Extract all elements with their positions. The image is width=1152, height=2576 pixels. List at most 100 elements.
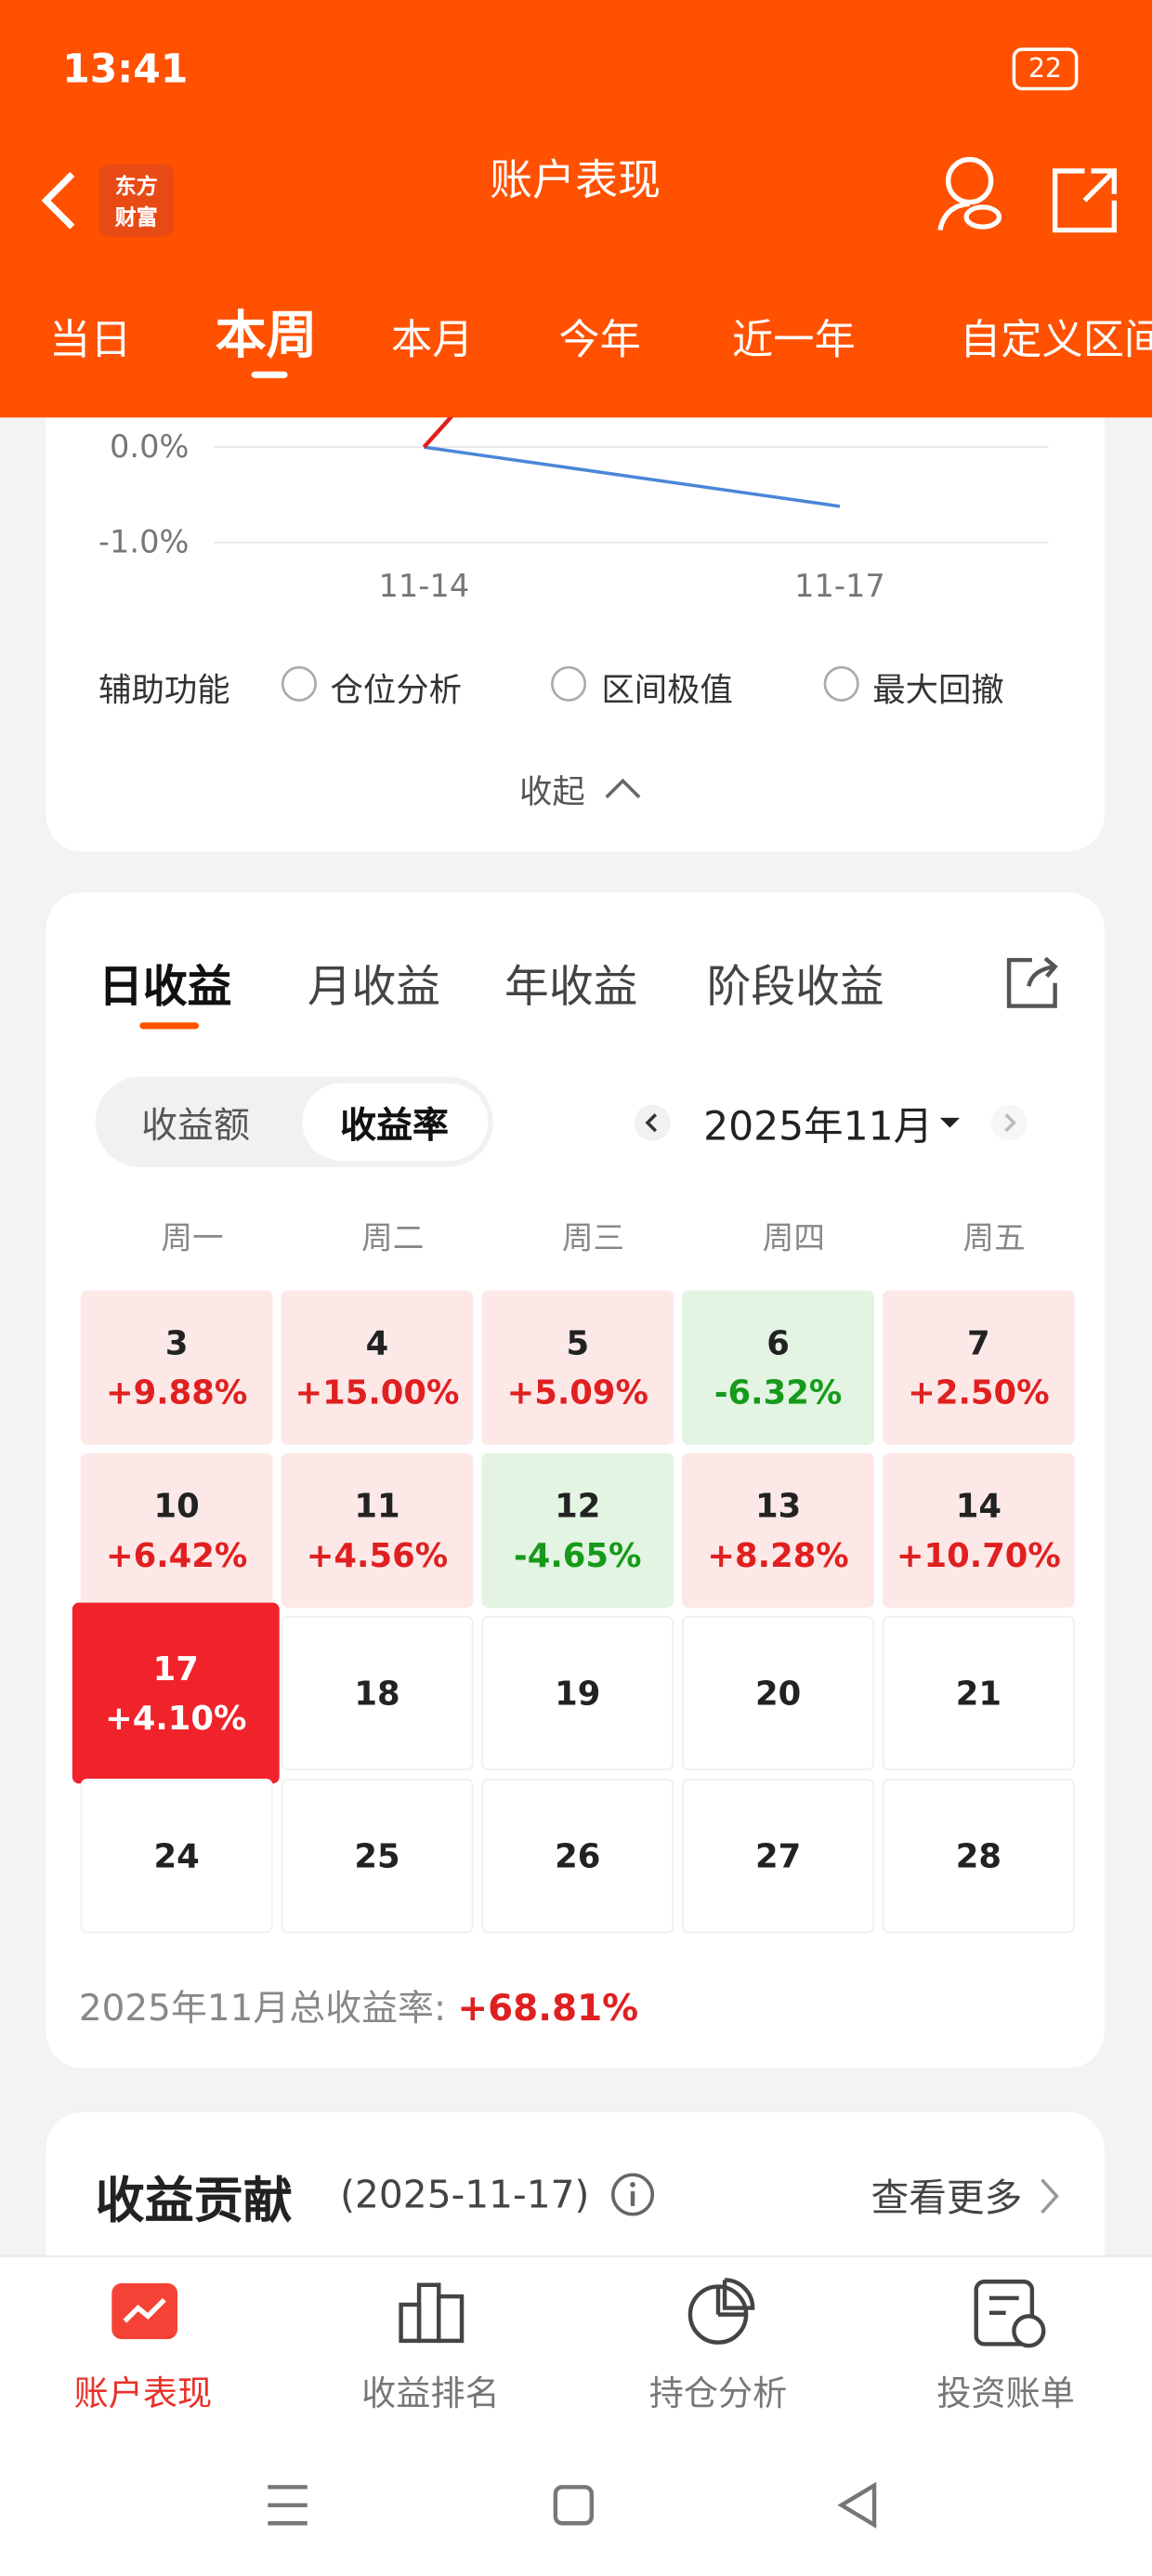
calendar-cell[interactable]: 11 +4.56% — [281, 1452, 474, 1608]
tab-indicator — [139, 1022, 200, 1030]
nav-icon[interactable] — [687, 2278, 755, 2345]
radio[interactable] — [281, 665, 317, 702]
returns-tab[interactable]: 年收益 — [504, 962, 638, 1014]
tab[interactable]: 当日 — [49, 315, 132, 363]
change: -4.65% — [514, 1535, 642, 1575]
calendar-cell[interactable]: 12 -4.65% — [481, 1452, 674, 1608]
toggle-active — [302, 1083, 489, 1161]
calendar-cell[interactable]: 6 -6.32% — [682, 1290, 875, 1445]
day: 28 — [955, 1835, 1002, 1876]
next-month[interactable] — [990, 1104, 1028, 1141]
month[interactable]: 2025年11月 — [703, 1103, 934, 1150]
aux-option[interactable]: 仓位分析 — [330, 669, 463, 710]
change: +10.70% — [896, 1535, 1061, 1575]
calendar-cell[interactable]: 3 +9.88% — [80, 1290, 273, 1445]
day: 25 — [354, 1835, 400, 1876]
radio[interactable] — [551, 665, 587, 702]
x-label: 11-14 — [378, 569, 470, 605]
calendar-cell[interactable]: 17 +4.10% — [72, 1602, 280, 1784]
day: 10 — [153, 1486, 200, 1526]
day: 27 — [754, 1835, 802, 1876]
toggle-option[interactable]: 收益率 — [340, 1106, 449, 1148]
calendar-cell[interactable]: 27 — [682, 1778, 875, 1934]
day: 21 — [955, 1673, 1002, 1714]
day: 4 — [365, 1322, 389, 1363]
weekday: 周五 — [962, 1220, 1026, 1257]
nav-label[interactable]: 账户表现 — [73, 2373, 213, 2413]
change: +4.56% — [306, 1535, 449, 1575]
nav-icon[interactable] — [399, 2282, 465, 2344]
logo — [98, 164, 175, 237]
returns-tab[interactable]: 阶段收益 — [706, 962, 884, 1014]
collapse[interactable]: 收起 — [518, 771, 585, 811]
prev-month[interactable] — [634, 1104, 671, 1141]
total-label: 2025年11月总收益率: — [78, 1989, 447, 2031]
calendar-cell[interactable]: 21 — [882, 1615, 1075, 1771]
calendar-cell[interactable]: 18 — [281, 1615, 474, 1771]
returns-tab[interactable]: 月收益 — [307, 962, 441, 1014]
nav-label[interactable]: 持仓分析 — [648, 2373, 788, 2413]
change: +9.88% — [105, 1373, 248, 1413]
share-icon[interactable] — [1052, 168, 1117, 233]
back-icon[interactable] — [41, 172, 75, 230]
calendar-cell[interactable]: 4 +15.00% — [281, 1290, 474, 1445]
calendar-cell[interactable]: 20 — [682, 1615, 875, 1771]
nav-label[interactable]: 投资账单 — [936, 2373, 1075, 2413]
nav-icon[interactable] — [974, 2280, 1046, 2348]
calendar-cell[interactable]: 25 — [281, 1778, 474, 1934]
calendar-cell[interactable]: 10 +6.42% — [80, 1452, 273, 1608]
aux-option[interactable]: 最大回撤 — [872, 669, 1004, 710]
day: 20 — [754, 1673, 802, 1714]
logo-text: 财富 — [114, 205, 158, 231]
day: 26 — [555, 1835, 601, 1876]
day: 19 — [555, 1673, 601, 1714]
more[interactable]: 查看更多 — [871, 2177, 1023, 2221]
day: 18 — [354, 1673, 400, 1714]
calendar-cell[interactable]: 5 +5.09% — [481, 1290, 674, 1445]
calendar-cell[interactable]: 19 — [481, 1615, 674, 1771]
battery: 22 — [1012, 47, 1079, 91]
change: +4.10% — [105, 1698, 247, 1738]
change: +6.42% — [105, 1535, 248, 1575]
change: -6.32% — [713, 1373, 843, 1413]
day: 24 — [153, 1835, 200, 1876]
calendar-cell[interactable]: 26 — [481, 1778, 674, 1934]
user-icon[interactable] — [946, 156, 994, 205]
day: 17 — [152, 1649, 199, 1689]
tab-indicator — [251, 371, 288, 378]
tab[interactable]: 本月 — [390, 315, 474, 363]
chart-card — [46, 361, 1105, 852]
total-value: +68.81% — [457, 1989, 639, 2031]
toggle-option[interactable]: 收益额 — [141, 1106, 250, 1148]
collapse-icon[interactable] — [605, 778, 641, 799]
calendar-cell[interactable]: 7 +2.50% — [882, 1290, 1075, 1445]
calendar-cell[interactable]: 13 +8.28% — [682, 1452, 875, 1608]
nav-label[interactable]: 收益排名 — [361, 2373, 500, 2413]
contribution-title: 收益贡献 — [95, 2173, 293, 2231]
y-tick: -1.0% — [98, 524, 190, 561]
tab[interactable]: 近一年 — [732, 315, 856, 363]
calendar-cell[interactable]: 24 — [80, 1778, 273, 1934]
day: 7 — [967, 1322, 990, 1363]
system-nav[interactable] — [268, 2481, 877, 2529]
aux-option[interactable]: 区间极值 — [601, 669, 733, 710]
day: 12 — [555, 1486, 601, 1526]
change: +2.50% — [908, 1373, 1050, 1413]
share-icon[interactable] — [1002, 953, 1062, 1013]
weekday: 周三 — [561, 1220, 625, 1257]
day: 3 — [164, 1322, 189, 1363]
tab[interactable]: 自定义区间 — [960, 315, 1152, 363]
tab[interactable]: 今年 — [558, 315, 641, 363]
calendar-cell[interactable]: 28 — [882, 1778, 1075, 1934]
month-caret[interactable] — [939, 1117, 961, 1128]
header-icons — [41, 156, 1117, 378]
tab[interactable]: 本周 — [215, 306, 318, 366]
radio[interactable] — [823, 665, 859, 702]
day: 14 — [955, 1486, 1002, 1526]
calendar-cell[interactable]: 14 +10.70% — [882, 1452, 1075, 1608]
returns-tab[interactable]: 日收益 — [98, 962, 232, 1014]
info-icon[interactable] — [609, 2172, 656, 2218]
total: 2025年11月总收益率: +68.81% — [79, 1979, 638, 2032]
return-line — [422, 413, 455, 449]
